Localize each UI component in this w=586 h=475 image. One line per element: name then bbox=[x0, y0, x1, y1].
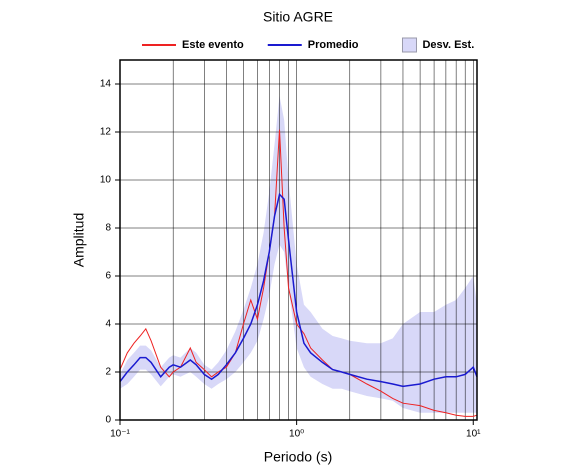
y-tick-label: 4 bbox=[105, 319, 111, 330]
std-band bbox=[120, 96, 477, 413]
x-tick-label: 10¹ bbox=[466, 429, 481, 440]
legend-swatch bbox=[401, 37, 417, 53]
x-axis-label: Periodo (s) bbox=[264, 449, 332, 465]
y-tick-label: 12 bbox=[100, 127, 112, 138]
y-tick-label: 14 bbox=[100, 79, 112, 90]
x-tick-label: 10⁰ bbox=[289, 429, 304, 440]
y-tick-label: 10 bbox=[100, 175, 112, 186]
y-tick-label: 8 bbox=[105, 223, 111, 234]
legend-label: Promedio bbox=[308, 39, 359, 51]
plot-frame bbox=[119, 59, 478, 421]
y-axis-label: Amplitud bbox=[71, 213, 87, 267]
legend-label: Desv. Est. bbox=[422, 39, 474, 51]
y-tick-label: 2 bbox=[105, 367, 111, 378]
legend-label: Este evento bbox=[182, 39, 244, 51]
y-tick-label: 0 bbox=[105, 415, 111, 426]
y-tick-label: 6 bbox=[105, 271, 111, 282]
x-tick-label: 10⁻¹ bbox=[110, 429, 130, 440]
chart-title: Sitio AGRE bbox=[263, 9, 333, 25]
line bbox=[119, 192, 478, 388]
